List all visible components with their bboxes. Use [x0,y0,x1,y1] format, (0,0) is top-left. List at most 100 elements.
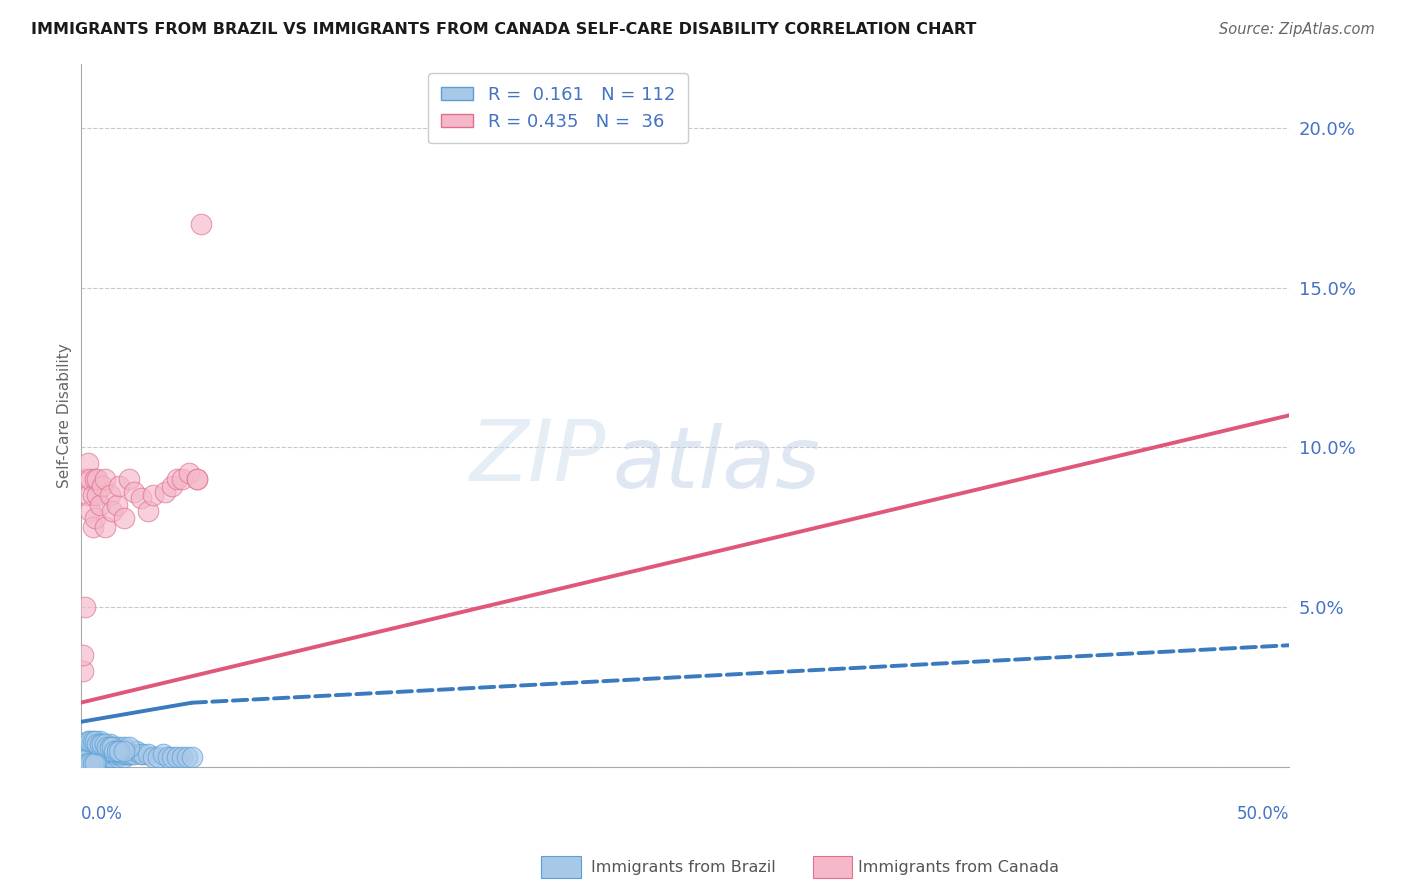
Point [91,737,114,751]
Point [162,478,184,492]
Point [166,472,188,486]
Point [75,744,97,758]
Point [72,737,94,751]
Point [162,750,184,764]
Point [86,488,108,502]
Point [79,750,101,764]
Point [82,753,104,767]
Point [72,756,94,771]
Point [118,472,141,486]
Point [82,750,104,764]
Point [186,472,208,486]
Text: atlas: atlas [612,423,820,506]
Point [91,750,114,764]
Point [103,747,125,761]
Point [86,472,108,486]
Point [118,747,141,761]
Text: Immigrants from Canada: Immigrants from Canada [858,860,1059,874]
Point [89,734,111,748]
Point [129,747,152,761]
Point [101,750,124,764]
Point [146,750,169,764]
Point [86,737,108,751]
Point [152,747,174,761]
Point [156,750,179,764]
Point [98,750,121,764]
Point [72,750,94,764]
Point [180,750,202,764]
Point [82,747,104,761]
Point [84,756,107,771]
Point [93,750,115,764]
Point [176,750,198,764]
Text: Source: ZipAtlas.com: Source: ZipAtlas.com [1219,22,1375,37]
Point [115,747,138,761]
Text: 50.0%: 50.0% [1237,805,1289,823]
Point [72,753,94,767]
Point [179,466,201,480]
Point [86,747,108,761]
Point [91,478,114,492]
Point [79,756,101,771]
Point [91,747,114,761]
Point [89,737,111,751]
Point [89,747,111,761]
Point [76,744,98,758]
Point [84,747,107,761]
Point [110,747,132,761]
Point [108,744,131,758]
Point [120,747,142,761]
Point [72,648,94,662]
Point [105,498,128,512]
Point [170,472,193,486]
Point [75,753,97,767]
Point [72,744,94,758]
Point [101,504,124,518]
Point [79,734,101,748]
Point [93,740,115,755]
Point [86,753,108,767]
Point [75,599,97,614]
Point [82,756,104,771]
Point [122,485,145,500]
Point [93,744,115,758]
Point [76,756,98,771]
Point [75,756,97,771]
Point [84,744,107,758]
Point [108,747,131,761]
Text: IMMIGRANTS FROM BRAZIL VS IMMIGRANTS FROM CANADA SELF-CARE DISABILITY CORRELATIO: IMMIGRANTS FROM BRAZIL VS IMMIGRANTS FRO… [31,22,976,37]
Point [79,756,101,771]
Point [105,744,128,758]
Point [112,747,135,761]
Point [93,520,115,534]
Point [93,472,115,486]
Point [105,750,128,764]
Point [136,747,159,761]
Point [91,747,114,761]
Point [89,747,111,761]
Point [82,520,104,534]
Point [166,750,188,764]
Point [98,740,121,755]
Point [105,747,128,761]
Point [79,472,101,486]
Point [84,753,107,767]
Legend: R =  0.161   N = 112, R = 0.435   N =  36: R = 0.161 N = 112, R = 0.435 N = 36 [427,73,688,144]
Point [76,734,98,748]
Point [82,756,104,771]
Point [112,744,135,758]
Point [136,504,159,518]
Point [142,488,165,502]
Point [125,744,148,758]
Point [96,740,118,755]
Point [75,753,97,767]
Text: Immigrants from Brazil: Immigrants from Brazil [591,860,775,874]
Point [89,753,111,767]
Point [86,737,108,751]
Point [103,744,125,758]
Point [75,472,97,486]
Point [72,740,94,755]
Text: ZIP: ZIP [470,416,606,499]
Point [98,737,121,751]
Point [76,747,98,761]
